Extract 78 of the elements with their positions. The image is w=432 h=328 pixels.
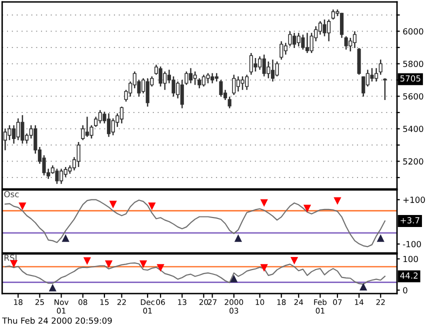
candlestick <box>370 68 374 82</box>
candlestick <box>378 59 382 76</box>
candlestick <box>344 36 348 50</box>
y-tick-label: -100 <box>402 241 421 248</box>
candlestick <box>348 37 352 52</box>
candlestick <box>16 118 20 141</box>
candlestick <box>106 112 111 138</box>
candlestick <box>81 124 85 141</box>
point <box>290 256 298 265</box>
point <box>234 234 242 242</box>
point <box>139 260 148 268</box>
candlestick <box>352 30 357 49</box>
candlestick <box>98 109 102 124</box>
candlestick <box>383 78 387 101</box>
candlestick <box>301 34 305 50</box>
candlestick <box>254 57 258 72</box>
candlestick <box>374 68 378 82</box>
point <box>109 200 117 208</box>
candlestick <box>275 60 279 78</box>
candlestick <box>184 70 188 86</box>
annotation: 44.2 <box>400 272 418 279</box>
text: Thu Feb 24 2000 20:59:09 <box>2 317 112 324</box>
point <box>18 202 26 210</box>
candlestick <box>120 106 124 124</box>
point <box>376 234 384 242</box>
candlestick <box>232 74 236 96</box>
annotation: 5705 <box>400 75 420 82</box>
candlestick <box>322 18 326 37</box>
chart-title: RSI <box>4 254 16 261</box>
candlestick <box>64 166 68 178</box>
candlestick <box>198 78 202 89</box>
candlestick <box>158 66 162 88</box>
candlestick <box>262 54 266 78</box>
candlestick <box>20 114 24 144</box>
candlestick <box>340 12 344 39</box>
candlestick <box>362 76 366 98</box>
chart-title: Osc <box>4 191 19 198</box>
point <box>62 234 70 242</box>
y-tick-label: +100 <box>403 196 425 203</box>
y-tick-label: 5800 <box>403 60 424 68</box>
candlestick <box>296 32 300 47</box>
point <box>148 202 156 210</box>
candlestick <box>55 168 59 185</box>
point <box>334 197 342 205</box>
candlestick <box>206 72 210 84</box>
y-tick-label: 6000 <box>403 28 424 35</box>
point <box>230 274 238 282</box>
annotation: +3.7 <box>400 217 420 224</box>
point <box>156 264 164 272</box>
candlestick <box>305 32 310 54</box>
candlestick <box>188 68 193 84</box>
candlestick <box>258 56 262 70</box>
y-tick-label: 5400 <box>403 126 424 132</box>
point <box>48 284 56 292</box>
candlestick <box>193 70 197 86</box>
line-series <box>4 199 386 248</box>
y-tick-label: 5600 <box>403 93 424 100</box>
candlestick <box>240 76 244 91</box>
candlestick <box>310 32 314 54</box>
point <box>104 260 113 268</box>
y-tick-label: 0 <box>403 287 408 294</box>
candlestick <box>59 168 64 185</box>
y-tick-label: 100 <box>403 256 418 262</box>
point <box>260 199 268 207</box>
candlestick <box>236 76 240 92</box>
y-tick-label: 5200 <box>403 158 424 165</box>
candlestick <box>266 60 270 79</box>
point <box>83 257 91 265</box>
candlestick <box>270 59 275 82</box>
candlestick <box>111 118 115 136</box>
candlestick <box>180 79 184 109</box>
point <box>360 282 368 290</box>
point <box>260 264 268 272</box>
candlestick <box>280 40 284 60</box>
candlestick <box>146 78 150 108</box>
candlestick <box>76 141 80 168</box>
candlestick <box>228 96 232 109</box>
point <box>303 204 312 212</box>
